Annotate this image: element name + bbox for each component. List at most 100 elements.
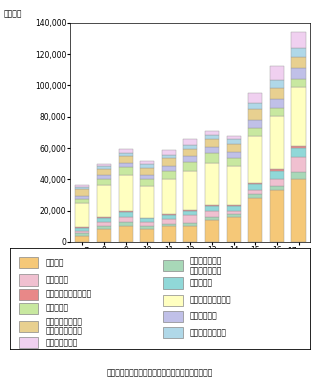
Bar — [140, 168, 154, 174]
Bar — [97, 175, 111, 179]
Bar — [140, 165, 154, 168]
Bar — [183, 215, 197, 223]
Bar — [227, 206, 241, 211]
Bar — [227, 205, 241, 206]
Bar — [75, 203, 89, 227]
Bar — [162, 150, 176, 155]
Bar — [118, 226, 132, 242]
Bar — [19, 303, 38, 314]
Bar — [270, 80, 284, 88]
Bar — [248, 93, 262, 102]
Bar — [97, 226, 111, 229]
Bar — [97, 217, 111, 218]
Bar — [248, 189, 262, 194]
Bar — [292, 179, 306, 242]
Bar — [270, 116, 284, 169]
Bar — [162, 224, 176, 226]
Bar — [227, 217, 241, 242]
Bar — [75, 185, 89, 187]
Text: 電気音響機器: 電気音響機器 — [190, 312, 218, 321]
Text: 事務用機器: 事務用機器 — [46, 304, 69, 313]
Bar — [183, 223, 197, 226]
Bar — [248, 183, 262, 184]
Bar — [205, 206, 219, 211]
Bar — [140, 218, 154, 223]
Bar — [248, 198, 262, 242]
Bar — [140, 161, 154, 165]
Bar — [205, 139, 219, 147]
Bar — [292, 148, 306, 157]
Bar — [270, 88, 284, 99]
Bar — [163, 311, 182, 322]
Bar — [118, 168, 132, 175]
Bar — [162, 158, 176, 166]
Bar — [19, 337, 38, 348]
Bar — [292, 87, 306, 146]
Text: （億円）: （億円） — [3, 10, 22, 18]
Bar — [227, 211, 241, 214]
Bar — [97, 163, 111, 166]
Bar — [183, 211, 197, 215]
Bar — [163, 277, 182, 288]
Bar — [183, 210, 197, 211]
Bar — [227, 214, 241, 217]
Bar — [75, 199, 89, 203]
Bar — [270, 66, 284, 80]
Bar — [183, 162, 197, 171]
Bar — [205, 154, 219, 163]
Text: ビデオ機器: ビデオ機器 — [190, 279, 213, 288]
Bar — [97, 166, 111, 169]
Bar — [183, 226, 197, 242]
Text: その他の機器等: その他の機器等 — [46, 338, 78, 347]
Text: 電子計算機本体
（除パソコン）: 電子計算機本体 （除パソコン） — [190, 256, 222, 275]
Bar — [140, 223, 154, 226]
Bar — [270, 190, 284, 242]
Bar — [227, 152, 241, 158]
Bar — [292, 146, 306, 148]
Bar — [97, 229, 111, 242]
Bar — [75, 237, 89, 242]
Bar — [75, 228, 89, 231]
Bar — [19, 288, 38, 299]
Bar — [118, 149, 132, 152]
Bar — [205, 135, 219, 139]
Bar — [248, 194, 262, 198]
Bar — [118, 211, 132, 212]
Bar — [140, 179, 154, 186]
Bar — [205, 163, 219, 205]
Bar — [205, 220, 219, 242]
Bar — [97, 186, 111, 217]
Bar — [75, 187, 89, 189]
Bar — [183, 171, 197, 210]
Bar — [270, 108, 284, 116]
Bar — [183, 157, 197, 162]
Bar — [19, 274, 38, 285]
Bar — [162, 166, 176, 171]
Bar — [118, 175, 132, 211]
Bar — [270, 171, 284, 179]
Bar — [205, 147, 219, 154]
Bar — [292, 56, 306, 68]
Text: （出典）「情報通信による経済成長に関する調査」: （出典）「情報通信による経済成長に関する調査」 — [107, 368, 213, 377]
Bar — [205, 205, 219, 206]
Bar — [118, 217, 132, 223]
Bar — [292, 48, 306, 56]
Bar — [292, 172, 306, 179]
Bar — [140, 186, 154, 218]
Bar — [292, 68, 306, 79]
Bar — [162, 219, 176, 224]
Bar — [162, 171, 176, 179]
Bar — [97, 218, 111, 222]
Bar — [248, 128, 262, 136]
Bar — [163, 327, 182, 338]
Bar — [75, 227, 89, 228]
Bar — [97, 169, 111, 175]
Bar — [19, 321, 38, 332]
Bar — [248, 120, 262, 128]
Bar — [183, 145, 197, 149]
Bar — [183, 139, 197, 145]
Bar — [75, 195, 89, 199]
Bar — [97, 179, 111, 186]
Text: パソコン: パソコン — [46, 258, 64, 267]
Bar — [248, 184, 262, 189]
